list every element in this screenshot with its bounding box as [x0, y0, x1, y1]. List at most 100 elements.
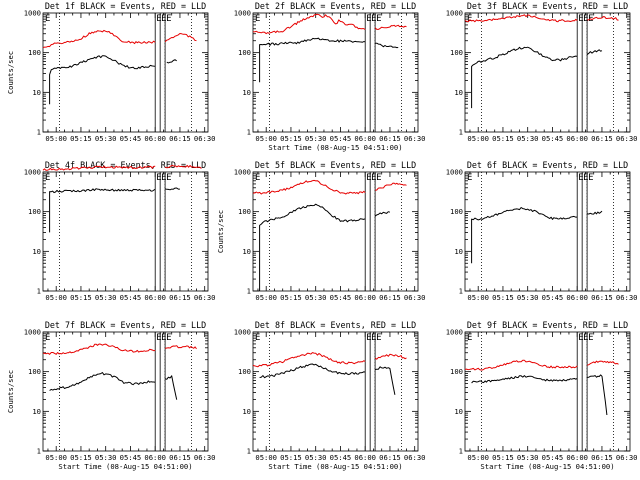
x-axis-label: Start Time (08-Aug-15 04:51:00) [268, 143, 402, 152]
x-axis-label: Start Time (08-Aug-15 04:51:00) [480, 462, 614, 471]
x-tick-label: 05:00 [255, 134, 277, 143]
x-tick-label: 06:30 [404, 293, 426, 302]
x-tick-label: 05:30 [305, 134, 327, 143]
edge-flag-label: E [156, 173, 161, 183]
y-tick-label: 1 [247, 128, 251, 137]
lld-series-line [42, 29, 156, 48]
lld-series-line [586, 360, 619, 366]
x-tick-label: 06:15 [379, 293, 401, 302]
edge-flag-label: E [578, 14, 583, 24]
y-tick-label: 1000 [24, 328, 41, 337]
x-tick-label: 06:00 [354, 453, 376, 462]
y-tick-label: 10 [242, 247, 251, 256]
edge-flag-label: E [371, 173, 376, 183]
edge-flag-label: E [45, 14, 50, 24]
lld-series-line [374, 24, 407, 30]
panel-title: Det 4f BLACK = Events, RED = LLD [45, 160, 206, 170]
panel-det-1: Det 1f BLACK = Events, RED = LLD 1 10 100 10… [6, 1, 216, 143]
x-tick-label: 06:30 [404, 134, 426, 143]
x-tick-label: 06:00 [566, 453, 588, 462]
edge-flag-label: E [376, 173, 381, 183]
panel-det-6: Det 6f BLACK = Events, RED = LLD 1 10 100 10… [446, 160, 638, 302]
edge-flag-label: E [366, 333, 371, 343]
x-tick-label: 05:30 [517, 293, 539, 302]
events-series-line [49, 188, 156, 233]
edge-flag-label: E [166, 333, 171, 343]
y-tick-label: 1 [247, 447, 251, 456]
edge-flag-label: E [45, 173, 50, 183]
plot-frame [252, 12, 419, 133]
x-tick-label: 05:45 [120, 134, 142, 143]
y-tick-label: 1000 [446, 328, 463, 337]
panel-title: Det 7f BLACK = Events, RED = LLD [45, 320, 206, 330]
x-tick-label: 06:00 [354, 134, 376, 143]
y-tick-label: 100 [28, 367, 41, 376]
x-tick-label: 06:30 [194, 453, 216, 462]
y-tick-label: 1000 [446, 168, 463, 177]
edge-flag-label: E [588, 333, 593, 343]
panel-det-9: Det 9f BLACK = Events, RED = LLD 1 10 100 10… [446, 320, 638, 471]
x-tick-label: 05:45 [120, 293, 142, 302]
events-series-line [586, 49, 603, 55]
y-tick-label: 100 [28, 207, 41, 216]
x-tick-label: 06:15 [169, 453, 191, 462]
x-tick-label: 05:30 [517, 134, 539, 143]
panel-det-7: Det 7f BLACK = Events, RED = LLD 1 10 100 10… [6, 320, 216, 471]
panel-title: Det 1f BLACK = Events, RED = LLD [45, 1, 206, 11]
x-tick-label: 05:45 [330, 134, 352, 143]
events-series-line [374, 211, 391, 217]
edge-flag-label: E [161, 333, 166, 343]
edge-flag-label: E [467, 173, 472, 183]
lld-series-line [42, 343, 156, 355]
y-tick-label: 1000 [446, 9, 463, 18]
y-tick-label: 1 [37, 447, 41, 456]
x-tick-label: 06:00 [566, 293, 588, 302]
panel-title: Det 2f BLACK = Events, RED = LLD [255, 1, 416, 11]
plot-frame [464, 12, 631, 133]
edge-flag-label: E [371, 14, 376, 24]
edge-flag-label: E [583, 14, 588, 24]
lld-series-line [252, 179, 366, 195]
events-series-line [471, 46, 578, 109]
y-tick-label: 1000 [234, 168, 251, 177]
x-tick-label: 06:15 [379, 453, 401, 462]
y-tick-label: 1 [459, 447, 463, 456]
events-series-line [259, 203, 366, 291]
y-tick-label: 1000 [24, 9, 41, 18]
panel-title: Det 5f BLACK = Events, RED = LLD [255, 160, 416, 170]
y-tick-label: 10 [454, 407, 463, 416]
x-tick-label: 05:45 [330, 293, 352, 302]
edge-flag-label: E [366, 14, 371, 24]
edge-flag-label: E [376, 14, 381, 24]
events-series-line [166, 59, 177, 64]
edge-flag-label: E [578, 173, 583, 183]
x-tick-label: 06:30 [616, 453, 638, 462]
plot-frame [464, 171, 631, 292]
x-tick-label: 05:00 [45, 134, 67, 143]
panel-det-3: Det 3f BLACK = Events, RED = LLD 1 10 100 10… [446, 1, 638, 143]
y-tick-label: 1000 [234, 9, 251, 18]
panel-title: Det 9f BLACK = Events, RED = LLD [467, 320, 628, 330]
x-tick-label: 05:00 [45, 293, 67, 302]
x-tick-label: 05:15 [70, 453, 92, 462]
y-tick-label: 10 [454, 247, 463, 256]
edge-flag-label: E [161, 173, 166, 183]
lld-series-line [464, 14, 578, 23]
panel-title: Det 3f BLACK = Events, RED = LLD [467, 1, 628, 11]
y-tick-label: 100 [238, 367, 251, 376]
x-tick-label: 05:00 [255, 293, 277, 302]
x-tick-label: 05:15 [492, 453, 514, 462]
y-tick-label: 10 [242, 88, 251, 97]
x-tick-label: 06:30 [194, 134, 216, 143]
x-tick-label: 05:00 [467, 293, 489, 302]
panel-title: Det 8f BLACK = Events, RED = LLD [255, 320, 416, 330]
edge-flag-label: E [255, 333, 260, 343]
panel-title: Det 6f BLACK = Events, RED = LLD [467, 160, 628, 170]
events-series-line [164, 375, 178, 400]
x-tick-label: 05:00 [467, 453, 489, 462]
edge-flag-label: E [156, 333, 161, 343]
x-axis-label: Start Time (08-Aug-15 04:51:00) [268, 462, 402, 471]
x-tick-label: 06:30 [194, 293, 216, 302]
y-tick-label: 100 [450, 367, 463, 376]
lld-series-line [42, 165, 156, 171]
